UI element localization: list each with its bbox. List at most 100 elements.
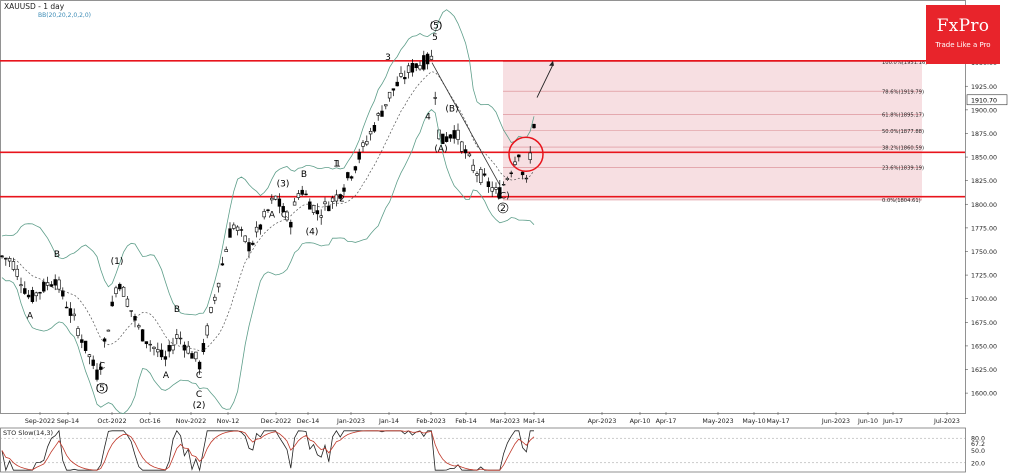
bear-candle xyxy=(266,209,270,211)
y-tick-label: 1775.00 xyxy=(971,225,997,232)
wave-label: C xyxy=(196,371,202,381)
bear-candle xyxy=(197,361,202,370)
bull-candle xyxy=(137,325,141,328)
x-tick-label: Jun-17 xyxy=(882,418,903,425)
x-tick-label: Jan-14 xyxy=(378,418,399,425)
bull-candle xyxy=(34,292,38,297)
bull-candle xyxy=(216,282,221,288)
wave-label: (5) xyxy=(96,384,109,394)
y-tick-label: 1650.00 xyxy=(971,343,997,350)
bear-candle xyxy=(509,172,513,175)
bear-candle xyxy=(380,110,384,117)
bear-candle xyxy=(444,136,449,142)
bull-candle xyxy=(460,141,464,152)
wave-label: B xyxy=(301,170,307,180)
wave-label: 1 xyxy=(333,160,339,170)
fib-label: 100.0%(1951.16) xyxy=(882,60,927,66)
fxpro-logo: FxPro Trade Like a Pro xyxy=(926,5,1000,64)
target-arrow xyxy=(536,64,554,98)
stochastic-title: STO Slow(14,3) xyxy=(3,429,54,437)
wave-label: (A) xyxy=(434,144,447,154)
x-tick-label: May-17 xyxy=(766,418,789,425)
bull-candle xyxy=(418,65,422,70)
bull-candle xyxy=(513,161,517,165)
stoch-tick-label: 67.2 xyxy=(971,441,985,448)
y-tick-label: 1800.00 xyxy=(971,202,997,209)
bear-candle xyxy=(520,171,525,176)
stoch-k-line xyxy=(1,429,534,472)
chart-symbol-title: XAUUSD - 1 day xyxy=(4,2,65,11)
wave-label: C xyxy=(99,362,105,372)
bull-candle xyxy=(319,215,323,218)
bear-candle xyxy=(308,201,312,210)
x-tick-label: Sep-2022 xyxy=(25,418,55,425)
bear-candle xyxy=(342,187,346,192)
bear-candle xyxy=(91,359,95,366)
bear-candle xyxy=(140,329,145,342)
x-tick-label: Apr-17 xyxy=(656,418,677,425)
wave-label: (5) xyxy=(430,22,443,32)
fib-label: 50.0%(1877.88) xyxy=(882,129,924,135)
x-tick-label: Dec-14 xyxy=(297,418,319,425)
wave-label: 3 xyxy=(385,53,391,63)
bear-candle xyxy=(83,340,88,351)
wave-label-circle xyxy=(430,20,442,31)
bear-candle xyxy=(349,176,354,179)
bull-candle xyxy=(429,55,434,60)
bear-candle xyxy=(247,242,251,252)
x-tick-label: Jan-2023 xyxy=(336,418,365,425)
bollinger-legend: BB(20,20,2,0,2,0) xyxy=(38,12,91,19)
bull-candle xyxy=(243,235,247,242)
bear-candle xyxy=(346,172,350,179)
y-tick-label: 1750.00 xyxy=(971,249,997,256)
wave-label: 2 xyxy=(500,204,506,214)
x-tick-label: Nov-12 xyxy=(217,418,239,425)
bull-candle xyxy=(311,205,316,213)
bear-candle xyxy=(4,257,8,260)
bear-candle xyxy=(403,77,407,80)
bear-candle xyxy=(228,228,232,238)
bear-candle xyxy=(463,149,468,154)
x-tick-label: Jun-10 xyxy=(857,418,878,425)
bear-candle xyxy=(315,210,320,215)
bear-candle xyxy=(281,206,285,213)
bull-candle xyxy=(171,344,175,351)
logo-tagline: Trade Like a Pro xyxy=(935,41,991,49)
wave-label: 1 xyxy=(335,160,341,170)
bear-candle xyxy=(422,55,426,70)
bear-candle xyxy=(277,198,282,207)
bull-candle xyxy=(384,104,388,107)
wave-label: (4) xyxy=(306,227,319,237)
stoch-d-line xyxy=(1,430,535,471)
bull-candle xyxy=(330,197,335,202)
bear-candle xyxy=(80,339,84,343)
bear-candle xyxy=(372,125,377,132)
bear-candle xyxy=(42,281,46,292)
bull-candle xyxy=(19,284,23,287)
bull-candle xyxy=(471,164,475,171)
bear-candle xyxy=(391,88,396,91)
y-tick-label: 1675.00 xyxy=(971,320,997,327)
bear-candle xyxy=(182,344,187,351)
bull-candle xyxy=(433,97,437,99)
bull-candle xyxy=(475,173,479,176)
bear-candle xyxy=(239,229,244,231)
bear-candle xyxy=(68,308,73,316)
y-tick-label: 1900.00 xyxy=(971,107,997,114)
bull-candle xyxy=(292,201,297,206)
bear-candle xyxy=(95,369,99,380)
bear-candle xyxy=(53,279,57,286)
fib-label: 78.6%(1919.79) xyxy=(882,89,924,95)
wave-label: (3) xyxy=(277,179,290,189)
wave-label: (1) xyxy=(111,257,124,267)
bear-candle xyxy=(353,166,358,171)
bull-candle xyxy=(72,313,76,317)
logo-brand: FxPro xyxy=(936,16,990,36)
bull-candle xyxy=(490,187,494,192)
wave-label-circle xyxy=(96,382,108,394)
bear-candle xyxy=(23,288,27,294)
wave-label: (C) xyxy=(496,192,509,202)
bull-candle xyxy=(270,197,274,201)
y-tick-label: 1925.00 xyxy=(971,84,997,91)
bear-candle xyxy=(118,283,122,290)
